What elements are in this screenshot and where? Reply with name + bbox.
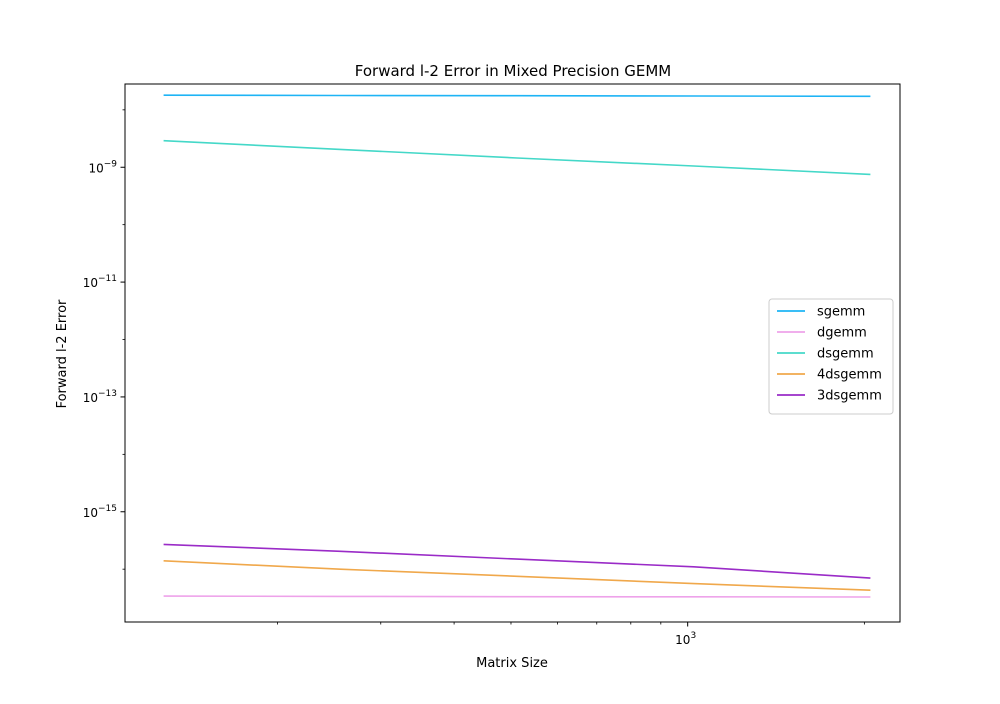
legend-box (768, 298, 894, 415)
series-layer (163, 94, 871, 598)
y-tick-base: 10 (83, 391, 98, 405)
legend-label-3dsgemm: 3dsgemm (817, 389, 882, 404)
legend-label-sgemm: sgemm (817, 305, 865, 320)
series-line-dgemm (163, 595, 871, 598)
chart-title: Forward l-2 Error in Mixed Precision GEM… (355, 62, 671, 80)
y-tick-exponent: −15 (98, 504, 117, 514)
x-axis-label: Matrix Size (476, 656, 548, 671)
y-tick-label: 10−15 (83, 504, 117, 520)
y-tick-base: 10 (88, 161, 103, 175)
legend: sgemm dgemm dsgemm 4dsgemm 3dsgemm (768, 298, 894, 415)
series-line-3dsgemm (163, 543, 871, 579)
y-tick-exponent: −9 (104, 159, 118, 169)
legend-label-4dsgemm: 4dsgemm (817, 368, 882, 383)
y-tick-label: 10−13 (83, 389, 117, 405)
legend-label-dsgemm: dsgemm (817, 347, 874, 362)
y-tick-base: 10 (83, 276, 98, 290)
x-tick-label: 103 (675, 631, 696, 647)
series-line-dsgemm (163, 139, 871, 176)
legend-label-dgemm: dgemm (817, 326, 867, 341)
series-line-4dsgemm (163, 560, 871, 591)
y-axis-label: Forward l-2 Error (55, 299, 70, 408)
y-tick-exponent: −13 (98, 389, 117, 399)
y-tick-label: 10−11 (83, 274, 117, 290)
y-tick-base: 10 (83, 506, 98, 520)
y-tick-label: 10−9 (88, 159, 117, 175)
x-tick-base: 10 (675, 633, 690, 647)
series-line-sgemm (163, 94, 871, 98)
plot-frame (124, 83, 901, 623)
x-tick-exponent: 3 (690, 631, 696, 641)
y-tick-exponent: −11 (98, 274, 117, 284)
